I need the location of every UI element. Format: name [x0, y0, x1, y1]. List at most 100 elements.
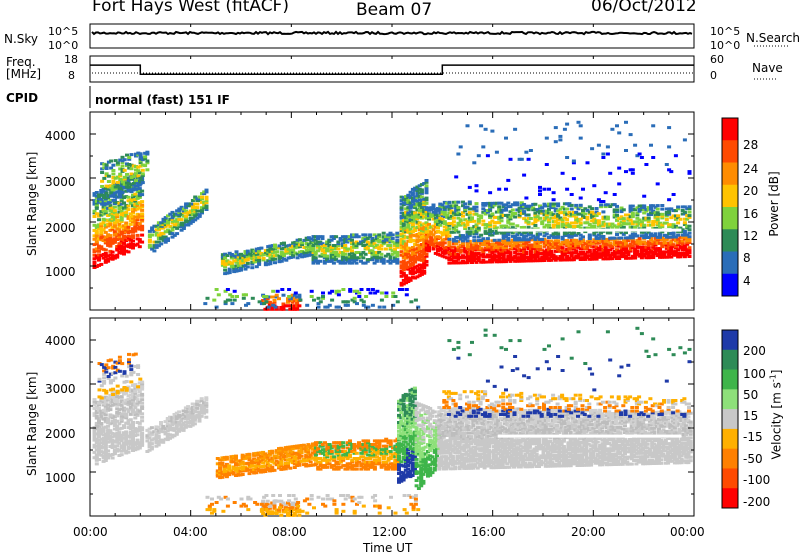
velocity-echo: [125, 387, 129, 390]
power-echo: [111, 194, 115, 197]
power-echo: [364, 253, 368, 256]
power-echo: [226, 288, 230, 291]
power-echo: [438, 224, 442, 227]
power-echo: [456, 231, 460, 234]
power-echo: [654, 232, 658, 235]
velocity-echo: [136, 433, 140, 436]
power-echo: [452, 220, 456, 223]
power-echo: [317, 306, 321, 309]
power-echo: [369, 292, 373, 295]
power-echo: [540, 238, 544, 241]
power-echo: [111, 199, 115, 202]
power-echo: [427, 223, 431, 226]
velocity-echo: [106, 425, 110, 428]
power-echo: [608, 172, 612, 175]
power-echo: [522, 210, 526, 213]
power-echo: [454, 175, 458, 178]
velocity-echo: [111, 388, 115, 391]
power-echo: [205, 196, 209, 199]
power-echo: [235, 295, 239, 298]
power-echo: [111, 251, 115, 254]
power-echo: [599, 203, 603, 206]
power-echo: [495, 151, 499, 154]
power-echo: [312, 299, 316, 302]
power-echo: [246, 262, 250, 265]
freq-panel-frame: [90, 56, 694, 82]
power-echo: [601, 210, 605, 213]
data-gap: [498, 229, 682, 232]
power-echo: [556, 239, 560, 242]
power-echo: [549, 250, 553, 253]
power-echo: [533, 203, 537, 206]
velocity-echo: [133, 417, 137, 420]
power-echo: [565, 188, 569, 191]
power-echo: [688, 232, 692, 235]
noise-panel-frame: [90, 24, 694, 48]
power-echo: [350, 239, 354, 242]
power-echo: [552, 198, 556, 201]
power-echo: [459, 218, 463, 221]
power-echo: [554, 140, 558, 143]
velocity-echo: [98, 378, 102, 381]
power-echo: [314, 256, 318, 259]
power-echo: [629, 133, 633, 136]
power-echo: [565, 218, 569, 221]
power-echo: [273, 299, 277, 302]
power-echo: [660, 208, 664, 211]
power-echo: [511, 209, 515, 212]
power-echo: [102, 195, 106, 198]
velocity-echo: [140, 398, 144, 401]
power-echo: [230, 302, 234, 305]
power-echo: [312, 248, 316, 251]
power-echo: [688, 205, 692, 208]
power-echo: [148, 239, 152, 242]
velocity-echo: [93, 451, 97, 454]
power-echo: [330, 299, 334, 302]
velocity-echo: [136, 364, 140, 367]
power-echo: [242, 297, 246, 300]
velocity-echo: [150, 426, 154, 429]
power-echo: [556, 202, 560, 205]
velocity-echo: [136, 385, 140, 388]
power-echo: [131, 240, 135, 243]
power-echo: [125, 173, 129, 176]
power-echo: [472, 161, 476, 164]
power-echo: [475, 184, 479, 187]
power-echo: [382, 232, 386, 235]
power-echo: [588, 249, 592, 252]
power-echo: [282, 294, 286, 297]
velocity-echo: [109, 359, 113, 362]
power-echo: [509, 251, 513, 254]
power-echo: [353, 297, 357, 300]
power-echo: [522, 174, 526, 177]
velocity-echo: [234, 455, 238, 458]
power-echo: [409, 300, 413, 303]
velocity-echo: [118, 359, 122, 362]
velocity-echo: [104, 371, 108, 374]
power-echo: [595, 207, 599, 210]
power-echo: [127, 205, 131, 208]
power-echo: [676, 234, 680, 237]
power-echo: [337, 290, 341, 293]
power-echo: [581, 188, 585, 191]
power-echo: [538, 217, 542, 220]
power-echo: [395, 239, 399, 242]
power-echo: [391, 292, 395, 295]
power-echo: [506, 179, 510, 182]
power-echo: [590, 147, 594, 150]
power-echo: [105, 164, 109, 167]
power-echo: [586, 161, 590, 164]
power-echo: [262, 257, 266, 260]
power-echo: [382, 258, 386, 261]
power-echo: [400, 288, 404, 291]
velocity-echo: [118, 370, 122, 373]
power-echo: [111, 180, 115, 183]
power-echo: [273, 244, 277, 247]
power-echo: [432, 233, 436, 236]
power-echo: [116, 162, 120, 165]
power-echo: [217, 293, 221, 296]
power-echo: [159, 242, 163, 245]
power-echo: [150, 234, 154, 237]
power-echo: [384, 292, 388, 295]
power-echo: [620, 237, 624, 240]
